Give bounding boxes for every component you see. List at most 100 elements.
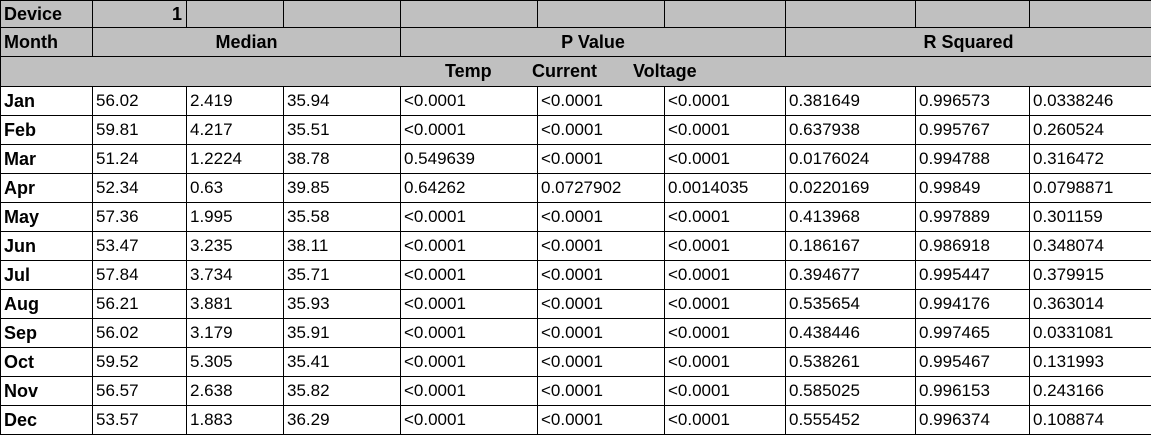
value-cell[interactable]: 57.84 [92, 260, 187, 290]
value-cell[interactable]: 56.57 [92, 376, 187, 406]
value-cell[interactable]: 0.995467 [915, 347, 1030, 377]
value-cell[interactable]: 59.81 [92, 115, 187, 145]
value-cell[interactable]: 57.36 [92, 202, 187, 232]
value-cell[interactable]: 0.0727902 [537, 173, 665, 203]
value-cell[interactable]: 0.996153 [915, 376, 1030, 406]
value-cell[interactable]: <0.0001 [400, 289, 538, 319]
empty-cell[interactable] [283, 0, 401, 28]
subheader-cell[interactable]: Temp Current Voltage [0, 56, 1151, 87]
month-cell[interactable]: Feb [0, 115, 93, 145]
value-cell[interactable]: 0.555452 [785, 405, 916, 435]
value-cell[interactable]: 0.0220169 [785, 173, 916, 203]
month-cell[interactable]: Mar [0, 144, 93, 174]
month-cell[interactable]: Aug [0, 289, 93, 319]
value-cell[interactable]: 51.24 [92, 144, 187, 174]
value-cell[interactable]: <0.0001 [664, 231, 786, 261]
value-cell[interactable]: 52.34 [92, 173, 187, 203]
value-cell[interactable]: <0.0001 [537, 231, 665, 261]
rsquared-group-header[interactable]: R Squared [785, 27, 1151, 57]
value-cell[interactable]: 35.71 [283, 260, 401, 290]
value-cell[interactable]: <0.0001 [537, 289, 665, 319]
value-cell[interactable]: 0.301159 [1029, 202, 1151, 232]
value-cell[interactable]: <0.0001 [664, 144, 786, 174]
empty-cell[interactable] [400, 0, 538, 28]
value-cell[interactable]: 0.585025 [785, 376, 916, 406]
value-cell[interactable]: 0.994176 [915, 289, 1030, 319]
value-cell[interactable]: 0.997465 [915, 318, 1030, 348]
value-cell[interactable]: <0.0001 [537, 260, 665, 290]
value-cell[interactable]: <0.0001 [537, 202, 665, 232]
value-cell[interactable]: 3.235 [186, 231, 284, 261]
value-cell[interactable]: <0.0001 [664, 347, 786, 377]
value-cell[interactable]: 1.2224 [186, 144, 284, 174]
pvalue-group-header[interactable]: P Value [400, 27, 786, 57]
value-cell[interactable]: 0.363014 [1029, 289, 1151, 319]
value-cell[interactable]: <0.0001 [400, 202, 538, 232]
value-cell[interactable]: 0.394677 [785, 260, 916, 290]
value-cell[interactable]: 0.438446 [785, 318, 916, 348]
value-cell[interactable]: 0.0798871 [1029, 173, 1151, 203]
value-cell[interactable]: 0.260524 [1029, 115, 1151, 145]
value-cell[interactable]: 35.82 [283, 376, 401, 406]
value-cell[interactable]: 0.996374 [915, 405, 1030, 435]
month-cell[interactable]: Nov [0, 376, 93, 406]
value-cell[interactable]: 59.52 [92, 347, 187, 377]
value-cell[interactable]: <0.0001 [400, 115, 538, 145]
empty-cell[interactable] [537, 0, 665, 28]
value-cell[interactable]: 35.58 [283, 202, 401, 232]
month-cell[interactable]: Sep [0, 318, 93, 348]
value-cell[interactable]: 0.131993 [1029, 347, 1151, 377]
value-cell[interactable]: 0.637938 [785, 115, 916, 145]
value-cell[interactable]: 0.996573 [915, 86, 1030, 116]
value-cell[interactable]: <0.0001 [664, 318, 786, 348]
value-cell[interactable]: 56.21 [92, 289, 187, 319]
value-cell[interactable]: 38.11 [283, 231, 401, 261]
empty-cell[interactable] [1029, 0, 1151, 28]
value-cell[interactable]: <0.0001 [664, 115, 786, 145]
value-cell[interactable]: <0.0001 [664, 405, 786, 435]
month-cell[interactable]: Apr [0, 173, 93, 203]
value-cell[interactable]: <0.0001 [400, 405, 538, 435]
value-cell[interactable]: 3.734 [186, 260, 284, 290]
value-cell[interactable]: <0.0001 [664, 86, 786, 116]
value-cell[interactable]: <0.0001 [664, 260, 786, 290]
value-cell[interactable]: <0.0001 [400, 260, 538, 290]
device-label[interactable]: Device [0, 0, 93, 28]
value-cell[interactable]: 0.348074 [1029, 231, 1151, 261]
value-cell[interactable]: 0.63 [186, 173, 284, 203]
value-cell[interactable]: <0.0001 [537, 318, 665, 348]
value-cell[interactable]: 3.881 [186, 289, 284, 319]
value-cell[interactable]: 0.243166 [1029, 376, 1151, 406]
value-cell[interactable]: 0.99849 [915, 173, 1030, 203]
value-cell[interactable]: <0.0001 [537, 347, 665, 377]
value-cell[interactable]: 0.413968 [785, 202, 916, 232]
value-cell[interactable]: 0.381649 [785, 86, 916, 116]
value-cell[interactable]: <0.0001 [537, 376, 665, 406]
value-cell[interactable]: 3.179 [186, 318, 284, 348]
value-cell[interactable]: 4.217 [186, 115, 284, 145]
empty-cell[interactable] [664, 0, 786, 28]
month-cell[interactable]: Jun [0, 231, 93, 261]
value-cell[interactable]: 39.85 [283, 173, 401, 203]
month-cell[interactable]: Jul [0, 260, 93, 290]
value-cell[interactable]: 56.02 [92, 318, 187, 348]
value-cell[interactable]: 0.994788 [915, 144, 1030, 174]
value-cell[interactable]: <0.0001 [664, 376, 786, 406]
value-cell[interactable]: <0.0001 [400, 86, 538, 116]
value-cell[interactable]: <0.0001 [537, 115, 665, 145]
value-cell[interactable]: 1.995 [186, 202, 284, 232]
value-cell[interactable]: <0.0001 [537, 405, 665, 435]
value-cell[interactable]: 0.535654 [785, 289, 916, 319]
value-cell[interactable]: 0.995447 [915, 260, 1030, 290]
value-cell[interactable]: <0.0001 [400, 231, 538, 261]
value-cell[interactable]: <0.0001 [664, 202, 786, 232]
value-cell[interactable]: 35.94 [283, 86, 401, 116]
empty-cell[interactable] [785, 0, 916, 28]
value-cell[interactable]: 1.883 [186, 405, 284, 435]
value-cell[interactable]: 0.108874 [1029, 405, 1151, 435]
value-cell[interactable]: 35.41 [283, 347, 401, 377]
value-cell[interactable]: 36.29 [283, 405, 401, 435]
value-cell[interactable]: 0.64262 [400, 173, 538, 203]
value-cell[interactable]: <0.0001 [400, 376, 538, 406]
value-cell[interactable]: <0.0001 [400, 318, 538, 348]
